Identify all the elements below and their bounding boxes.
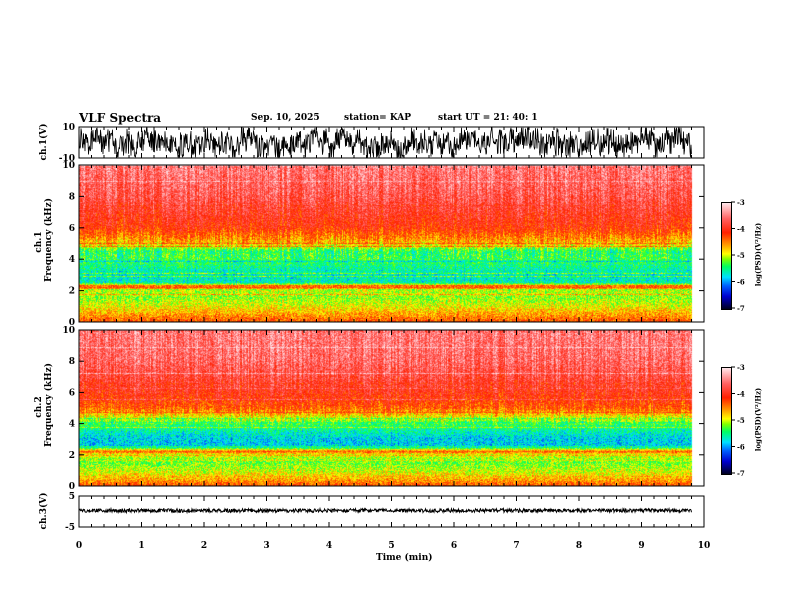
colorbar-tick-label: -7 [737, 469, 745, 478]
x-tick-label: 6 [451, 541, 457, 551]
station-label: station= KAP [344, 113, 412, 123]
y-tick-label: 10 [62, 161, 75, 171]
colorbar-tick-label: -6 [737, 443, 745, 452]
y-tick-label: 10 [62, 123, 75, 133]
y-tick-label: 6 [69, 388, 75, 398]
start-time-label: start UT = 21: 40: 1 [438, 113, 538, 123]
y-tick-label: 4 [69, 420, 75, 430]
colorbar-tick-label: -4 [737, 390, 745, 399]
ch3-waveform [78, 506, 692, 515]
colorbar-tick-label: -6 [737, 278, 745, 287]
colorbar-tick-label: -5 [737, 251, 745, 260]
y-tick-label: 0 [69, 482, 75, 492]
colorbar-tick-label: -5 [737, 416, 745, 425]
y-tick-label: 8 [69, 192, 75, 202]
y-tick-label: 10 [62, 326, 75, 336]
y-tick-label: 5 [69, 492, 75, 502]
x-axis-label: Time (min) [376, 553, 433, 563]
colorbar-ch1-label: log(PSD)(V²/Hz) [753, 222, 763, 287]
x-tick-label: 5 [388, 541, 394, 551]
x-tick-label: 8 [576, 541, 582, 551]
panel-frame-2 [78, 329, 705, 487]
colorbar-ch2-label: log(PSD)(V²/Hz) [753, 387, 763, 452]
y-tick-label: 8 [69, 357, 75, 367]
y-tick-label: 0 [69, 318, 75, 328]
colorbar-tick-label: -7 [737, 304, 745, 313]
colorbar-tick-label: -4 [737, 225, 745, 234]
x-tick-label: 2 [201, 541, 207, 551]
colorbar-ch1 [721, 202, 732, 310]
ch2-spectrogram-ylabel: ch.2 Frequency (kHz) [34, 362, 54, 447]
x-tick-label: 9 [638, 541, 644, 551]
y-tick-label: 6 [69, 224, 75, 234]
y-tick-label: 2 [69, 287, 75, 297]
date-label: Sep. 10, 2025 [251, 113, 320, 123]
ch3-ylabel: ch.3(V) [39, 492, 49, 530]
panel-frame-1 [78, 164, 705, 323]
colorbar-tick-label: -3 [737, 198, 745, 207]
x-tick-label: 10 [698, 541, 711, 551]
colorbar-tick-label: -3 [737, 363, 745, 372]
x-tick-label: 1 [138, 541, 144, 551]
colorbar-ch2 [721, 367, 732, 475]
x-tick-label: 3 [263, 541, 269, 551]
x-tick-label: 0 [76, 541, 82, 551]
ch1-ylabel: ch.1(V) [39, 123, 49, 161]
y-tick-label: -10 [59, 154, 75, 164]
ch1-spectrogram-ylabel: ch.1 Frequency (kHz) [34, 197, 54, 282]
y-tick-label: -5 [65, 523, 75, 533]
plot-title: VLF Spectra [79, 111, 162, 125]
y-tick-label: 4 [69, 255, 75, 265]
y-tick-label: 2 [69, 451, 75, 461]
ch1-waveform [78, 126, 692, 159]
x-tick-label: 4 [326, 541, 332, 551]
x-tick-label: 7 [513, 541, 519, 551]
